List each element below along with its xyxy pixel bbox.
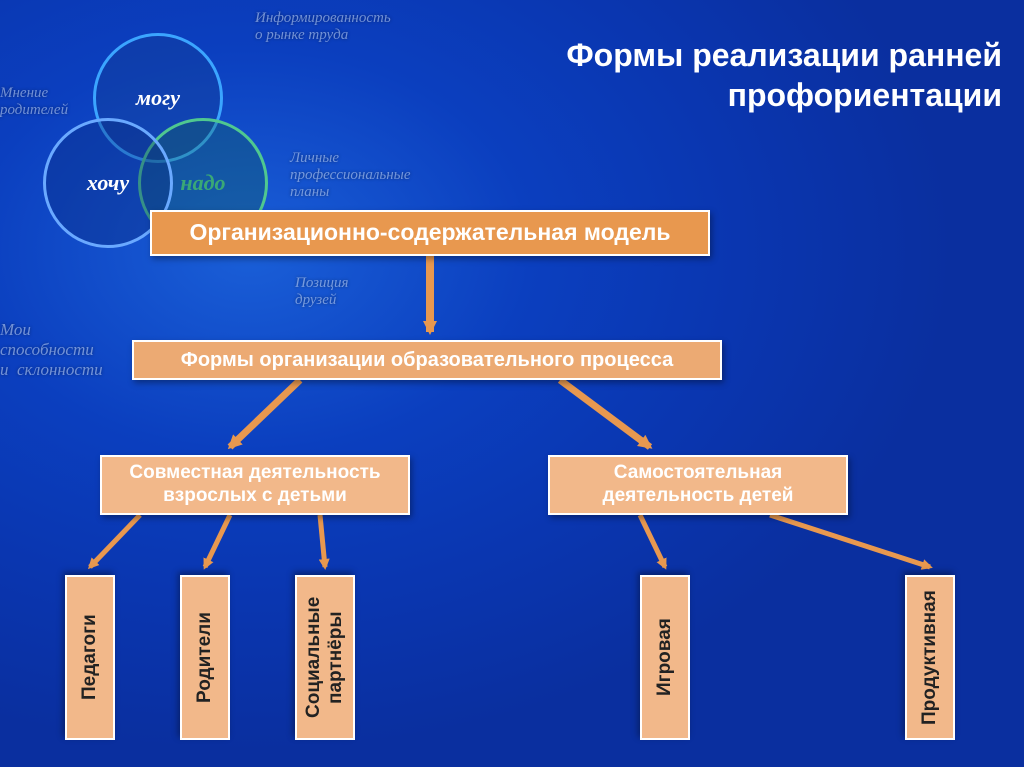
bg-label: Мои способности и склонности [0,320,103,380]
venn-label: надо [180,170,225,196]
leaf-roditeli: Родители [180,575,230,740]
venn-label: могу [136,85,180,111]
bg-label: Информированность о рынке труда [255,10,391,44]
node-forms: Формы организации образовательного проце… [132,340,722,380]
bg-label: Личные профессиональные планы [290,150,411,201]
bg-label: Мнение родителей [0,85,68,119]
leaf-igrovaya: Игровая [640,575,690,740]
slide-title: Формы реализации ранней профориентации [512,35,1002,115]
bg-label: Позиция друзей [295,275,348,309]
leaf-produkt: Продуктивная [905,575,955,740]
leaf-social: Социальные партнёры [295,575,355,740]
slide-canvas: могу надо хочу Информированность о рынке… [0,0,1024,767]
leaf-pedagogi: Педагоги [65,575,115,740]
node-joint: Совместная деятельность взрослых с детьм… [100,455,410,515]
node-root: Организационно-содержательная модель [150,210,710,256]
node-indep: Самостоятельная деятельность детей [548,455,848,515]
venn-label: хочу [87,170,129,196]
